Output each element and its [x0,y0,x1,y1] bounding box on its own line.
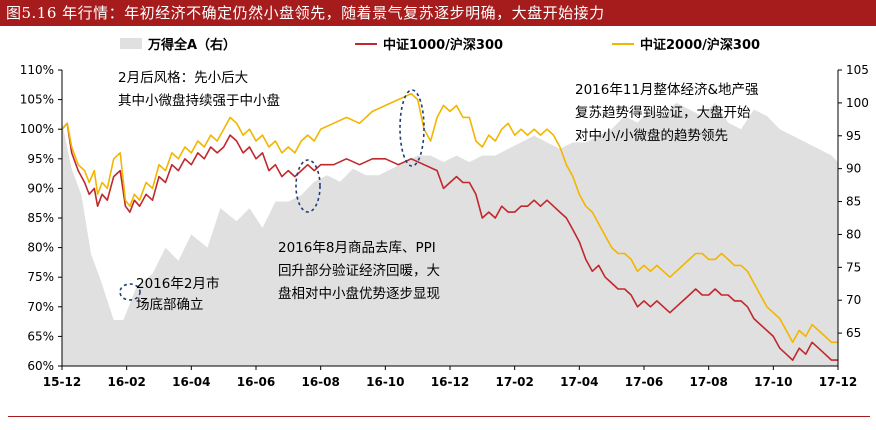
left-tick-label: 100% [20,122,54,136]
right-tick-label: 80 [846,227,861,241]
left-tick-label: 60% [27,359,54,373]
highlight-ellipse [295,159,321,213]
x-tick-label: 17-10 [754,375,792,389]
x-tick-label: 16-04 [172,375,210,389]
annotation-text: 对中小/小微盘的趋势领先 [575,127,728,144]
right-tick-label: 70 [846,293,861,307]
annotation-text: 盘相对中小盘优势逐步显现 [278,285,440,302]
bottom-rule [8,416,870,417]
x-tick-label: 16-12 [431,375,469,389]
right-tick-label: 75 [846,260,861,274]
right-tick-label: 95 [846,129,861,143]
highlight-ellipse [119,283,141,301]
highlight-ellipse [399,89,425,167]
ellipse-layer [119,89,425,301]
legend-swatch-wind-a [120,38,142,49]
legend-label: 万得全A（右） [147,37,236,53]
left-tick-label: 95% [27,152,54,166]
x-tick-label: 15-12 [43,375,81,389]
right-tick-label: 105 [846,63,869,77]
left-tick-label: 70% [27,300,54,314]
left-tick-label: 110% [20,63,54,77]
annotation-text: 2月后风格：先小后大 [118,70,248,86]
x-tick-label: 16-08 [301,375,339,389]
left-tick-label: 85% [27,211,54,225]
annotation-text: 其中小微盘持续强于中小盘 [118,92,280,109]
series-line-csi1000 [61,122,838,361]
x-tick-label: 17-12 [819,375,857,389]
series-line-csi2000 [61,92,838,344]
x-tick-label: 16-02 [107,375,145,389]
x-tick-label: 17-08 [689,375,727,389]
right-tick-label: 85 [846,195,861,209]
legend-label: 中证1000/沪深300 [383,37,503,53]
right-tick-label: 90 [846,162,861,176]
annotation-text: 2016年2月市 [136,275,219,292]
annotation-text: 2016年11月整体经济&地产强 [575,82,759,98]
legend-label: 中证2000/沪深300 [640,37,760,53]
chart: 110% 105% 100% 95% 90% 85% 80% 75% 70% 65% 60% 105 1… [20,37,869,389]
left-tick-label: 105% [20,93,54,107]
axes-layer: 110% 105% 100% 95% 90% 85% 80% 75% 70% 65% 60% 105 1… [20,63,869,389]
right-tick-label: 100 [846,96,869,110]
x-tick-label: 16-10 [366,375,404,389]
line-layer [61,92,838,361]
left-tick-label: 65% [27,329,54,343]
x-tick-label: 16-06 [237,375,275,389]
left-tick-label: 90% [27,181,54,195]
x-tick-label: 17-02 [495,375,533,389]
annotation-text: 复苏趋势得到验证，大盘开始 [575,104,751,121]
x-tick-label: 17-04 [560,375,598,389]
left-tick-label: 75% [27,270,54,284]
annotation-text: 场底部确立 [136,297,204,313]
legend: 万得全A（右） 中证1000/沪深300 中证2000/沪深300 [120,37,760,53]
right-tick-label: 65 [846,326,861,340]
annotation-text: 回升部分验证经济回暖，大 [278,263,440,279]
annotation-text: 2016年8月商品去库、PPI [278,240,436,256]
figure-title: 图5.16 年行情：年初经济不确定仍然小盘领先，随着景气复苏逐步明确，大盘开始接… [0,0,876,26]
x-tick-label: 17-06 [625,375,663,389]
left-tick-label: 80% [27,241,54,255]
